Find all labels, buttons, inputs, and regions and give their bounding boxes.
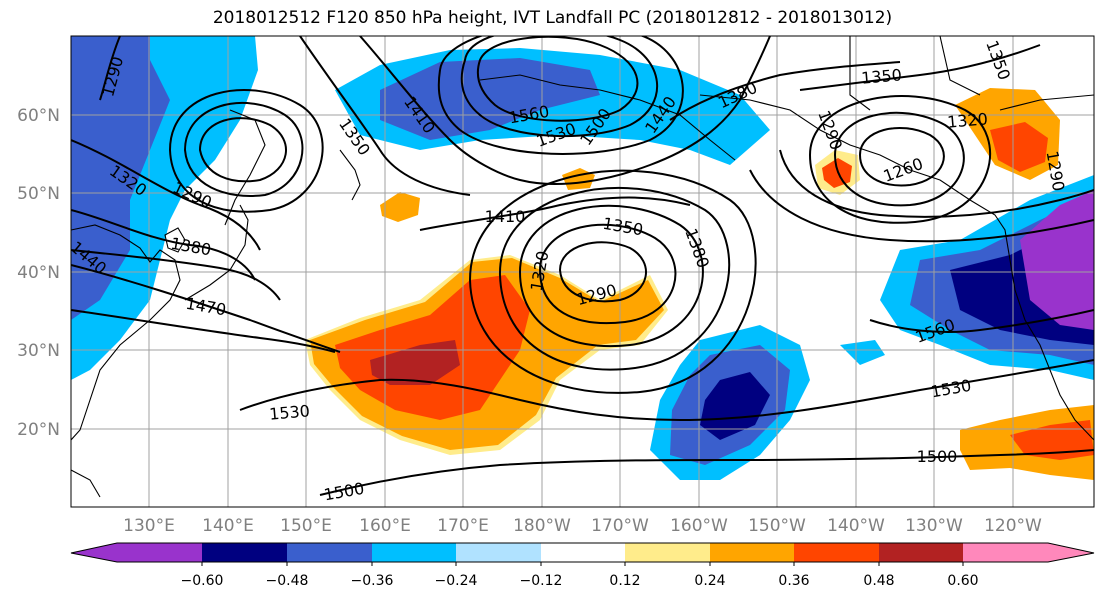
lat-label: 40°N <box>17 263 60 283</box>
pos-fill-patch-a <box>380 192 420 222</box>
map-frame <box>70 35 1095 508</box>
neg-fill-west-inner <box>71 36 170 320</box>
map-area: 1290 1320 1290 1380 1440 1470 1350 1410 … <box>71 36 1094 507</box>
colorbar-tick-label: −0.12 <box>520 573 563 589</box>
latitude-labels: 60°N 50°N 40°N 30°N 20°N <box>17 106 60 440</box>
contour-label: 1320 <box>946 109 988 131</box>
lon-label: 130°W <box>905 516 963 536</box>
colorbar-segment <box>710 543 794 562</box>
contour-1350-west <box>71 209 256 281</box>
contour-label: 1530 <box>268 401 310 423</box>
lon-label: 160°E <box>359 516 411 536</box>
contour-1560-high <box>476 36 639 122</box>
colorbar-segment <box>794 543 879 562</box>
lon-label: 130°E <box>123 516 175 536</box>
lat-label: 20°N <box>17 420 60 440</box>
colorbar-segment <box>541 543 625 562</box>
colorbar-tick-label: 0.60 <box>947 573 978 589</box>
colorbar-segment <box>202 543 287 562</box>
pos-fill-alaska-red <box>822 158 852 188</box>
contour-low-asia-3 <box>168 89 324 213</box>
colorbar-tick-label: −0.24 <box>435 573 478 589</box>
lon-label: 140°W <box>827 516 885 536</box>
contour-low-alaska-2 <box>833 111 965 207</box>
contour-low-asia-1 <box>198 117 287 183</box>
contour-low-central-5 <box>468 169 757 394</box>
lat-label: 30°N <box>17 341 60 361</box>
longitude-labels: 130°E 140°E 150°E 160°E 170°E 180°W 170°… <box>123 516 1042 536</box>
gridlines <box>71 36 1094 507</box>
lon-label: 140°E <box>202 516 254 536</box>
contour-1350-east <box>779 149 1094 218</box>
pos-fill-canada-red <box>990 122 1048 172</box>
colorbar-segment <box>117 543 202 562</box>
contour-1530-high <box>460 36 658 138</box>
colorbar-segment <box>879 543 963 562</box>
colorbar-tick-label: 0.24 <box>694 573 725 589</box>
contour-low-central-1 <box>558 241 647 303</box>
contour-1380-alaska <box>669 61 901 121</box>
contour-1440-west <box>71 264 341 353</box>
lon-label: 150°W <box>748 516 806 536</box>
colorbar-segment <box>372 543 456 562</box>
contour-1320-west <box>71 139 261 251</box>
colorbar-segment <box>625 543 710 562</box>
lon-label: 180°W <box>513 516 571 536</box>
contour-1350-alaska <box>799 44 1041 91</box>
contour-1560-east <box>869 309 1094 333</box>
contour-low-alaska-1 <box>858 126 945 187</box>
contour-1380-east <box>749 169 1094 243</box>
lon-label: 170°E <box>437 516 489 536</box>
lon-label: 150°E <box>280 516 332 536</box>
lon-label: 160°W <box>670 516 728 536</box>
contour-1350-north <box>299 36 471 196</box>
lon-label: 120°W <box>984 516 1042 536</box>
figure-title: 2018012512 F120 850 hPa height, IVT Land… <box>212 8 893 28</box>
contour-label: 1350 <box>860 65 902 87</box>
contour-1530-south <box>239 359 1094 422</box>
colorbar-extend-left <box>71 543 117 562</box>
colorbar-extend-right <box>1048 543 1094 562</box>
colorbar-tick-label: 0.36 <box>778 573 809 589</box>
colorbar-tick-label: 0.48 <box>863 573 894 589</box>
contour-1290-west <box>99 36 121 101</box>
contour-1320-alaska <box>808 95 991 224</box>
contour-1410-mid <box>419 196 691 231</box>
pos-fill-main-dark <box>370 340 460 385</box>
neg-fill-central-core <box>700 372 770 440</box>
contour-low-central-2 <box>538 223 677 325</box>
colorbar: −0.60 −0.48 −0.36 −0.24 −0.12 0.12 0.24 … <box>70 542 1095 589</box>
colorbar-ticks <box>201 562 964 566</box>
contour-low-central-4 <box>498 186 731 371</box>
contour-low-central-3 <box>518 204 704 347</box>
colorbar-tick-label: −0.36 <box>351 573 394 589</box>
contour-1380-west <box>71 249 281 301</box>
pos-fill-mexico-red <box>1010 420 1094 460</box>
lat-label: 60°N <box>17 106 60 126</box>
contour-1500-south <box>319 449 1094 496</box>
colorbar-tick-label: 0.12 <box>609 573 640 589</box>
contour-label: 1410 <box>485 207 526 226</box>
colorbar-tick-label: −0.48 <box>266 573 309 589</box>
lon-label: 170°W <box>591 516 649 536</box>
contour-1500-high <box>437 36 684 155</box>
lat-label: 50°N <box>17 184 60 204</box>
neg-fill-east-islet <box>840 340 885 365</box>
height-contours <box>71 36 1094 496</box>
contour-1410-north <box>359 36 771 185</box>
contour-label: 1500 <box>917 447 958 466</box>
contour-low-asia-2 <box>183 101 304 197</box>
contour-1470-west <box>71 309 336 353</box>
colorbar-outline <box>70 542 1095 563</box>
colorbar-segment <box>963 543 1048 562</box>
colorbar-segment <box>287 543 372 562</box>
colorbar-segment <box>456 543 541 562</box>
colorbar-tick-label: −0.60 <box>181 573 224 589</box>
